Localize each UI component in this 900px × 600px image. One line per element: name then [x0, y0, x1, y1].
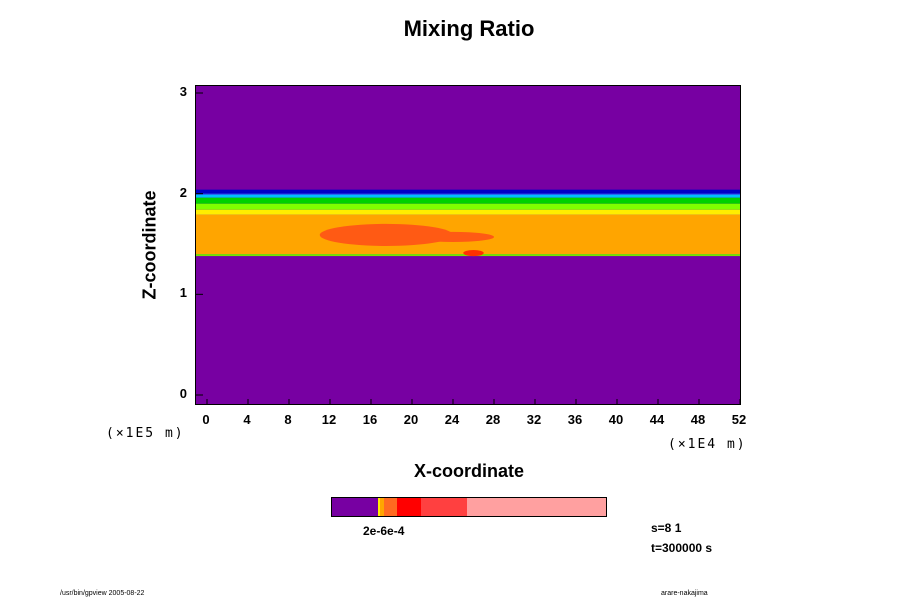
y-axis-unit: (×1E5 m): [106, 426, 185, 441]
colorbar-segment: [397, 498, 421, 516]
heatmap-layer-green: [196, 197, 740, 204]
x-tick-label: 36: [567, 412, 583, 427]
x-tick-label: 16: [362, 412, 378, 427]
footer-left: /usr/bin/gpview 2005-08-22: [60, 590, 145, 597]
colorbar: [331, 497, 607, 517]
x-tick-label: 44: [649, 412, 665, 427]
x-tick-label: 52: [731, 412, 747, 427]
colorbar-segment: [332, 498, 378, 516]
heatmap-plot: [196, 86, 740, 404]
colorbar-segment: [380, 498, 384, 516]
heatmap-patch-0: [319, 223, 453, 247]
y-axis-label: Z-coordinate: [139, 190, 160, 300]
plot-area: [195, 85, 741, 405]
heatmap-layer-upper-edge-dark-blue: [196, 189, 740, 194]
x-tick-label: 12: [321, 412, 337, 427]
heatmap-layer-yellow: [196, 209, 740, 215]
x-tick-label: 32: [526, 412, 542, 427]
info-t: t=300000 s: [651, 541, 713, 555]
x-tick-label: 40: [608, 412, 624, 427]
x-tick-label: 4: [243, 412, 251, 427]
footer-right: arare-nakajima: [661, 590, 708, 597]
colorbar-segment: [384, 498, 397, 516]
x-axis-unit: (×1E4 m): [668, 437, 747, 452]
info-s: s=8 1: [651, 521, 682, 535]
colorbar-segment: [421, 498, 467, 516]
y-tick-label: 0: [179, 386, 187, 401]
heatmap-layer-light-green: [196, 203, 740, 210]
x-tick-label: 24: [444, 412, 460, 427]
x-tick-label: 20: [403, 412, 419, 427]
y-tick-label: 3: [179, 84, 187, 99]
x-tick-label: 0: [202, 412, 210, 427]
y-tick-label: 1: [179, 285, 187, 301]
colorbar-label: 2e-6e-4: [363, 524, 405, 538]
chart-title: Mixing Ratio: [403, 16, 535, 41]
heatmap-patch-2: [412, 231, 494, 242]
heatmap-layer-cyan: [196, 194, 740, 198]
colorbar-segment: [378, 498, 380, 516]
x-tick-label: 28: [485, 412, 501, 427]
heatmap-layer-blue: [196, 193, 740, 195]
heatmap-patch-1: [463, 250, 484, 257]
y-tick-label: 2: [179, 184, 187, 200]
x-axis-label: X-coordinate: [413, 461, 524, 481]
x-tick-label: 48: [690, 412, 706, 427]
x-tick-label: 8: [284, 412, 292, 427]
colorbar-segment: [467, 498, 606, 516]
